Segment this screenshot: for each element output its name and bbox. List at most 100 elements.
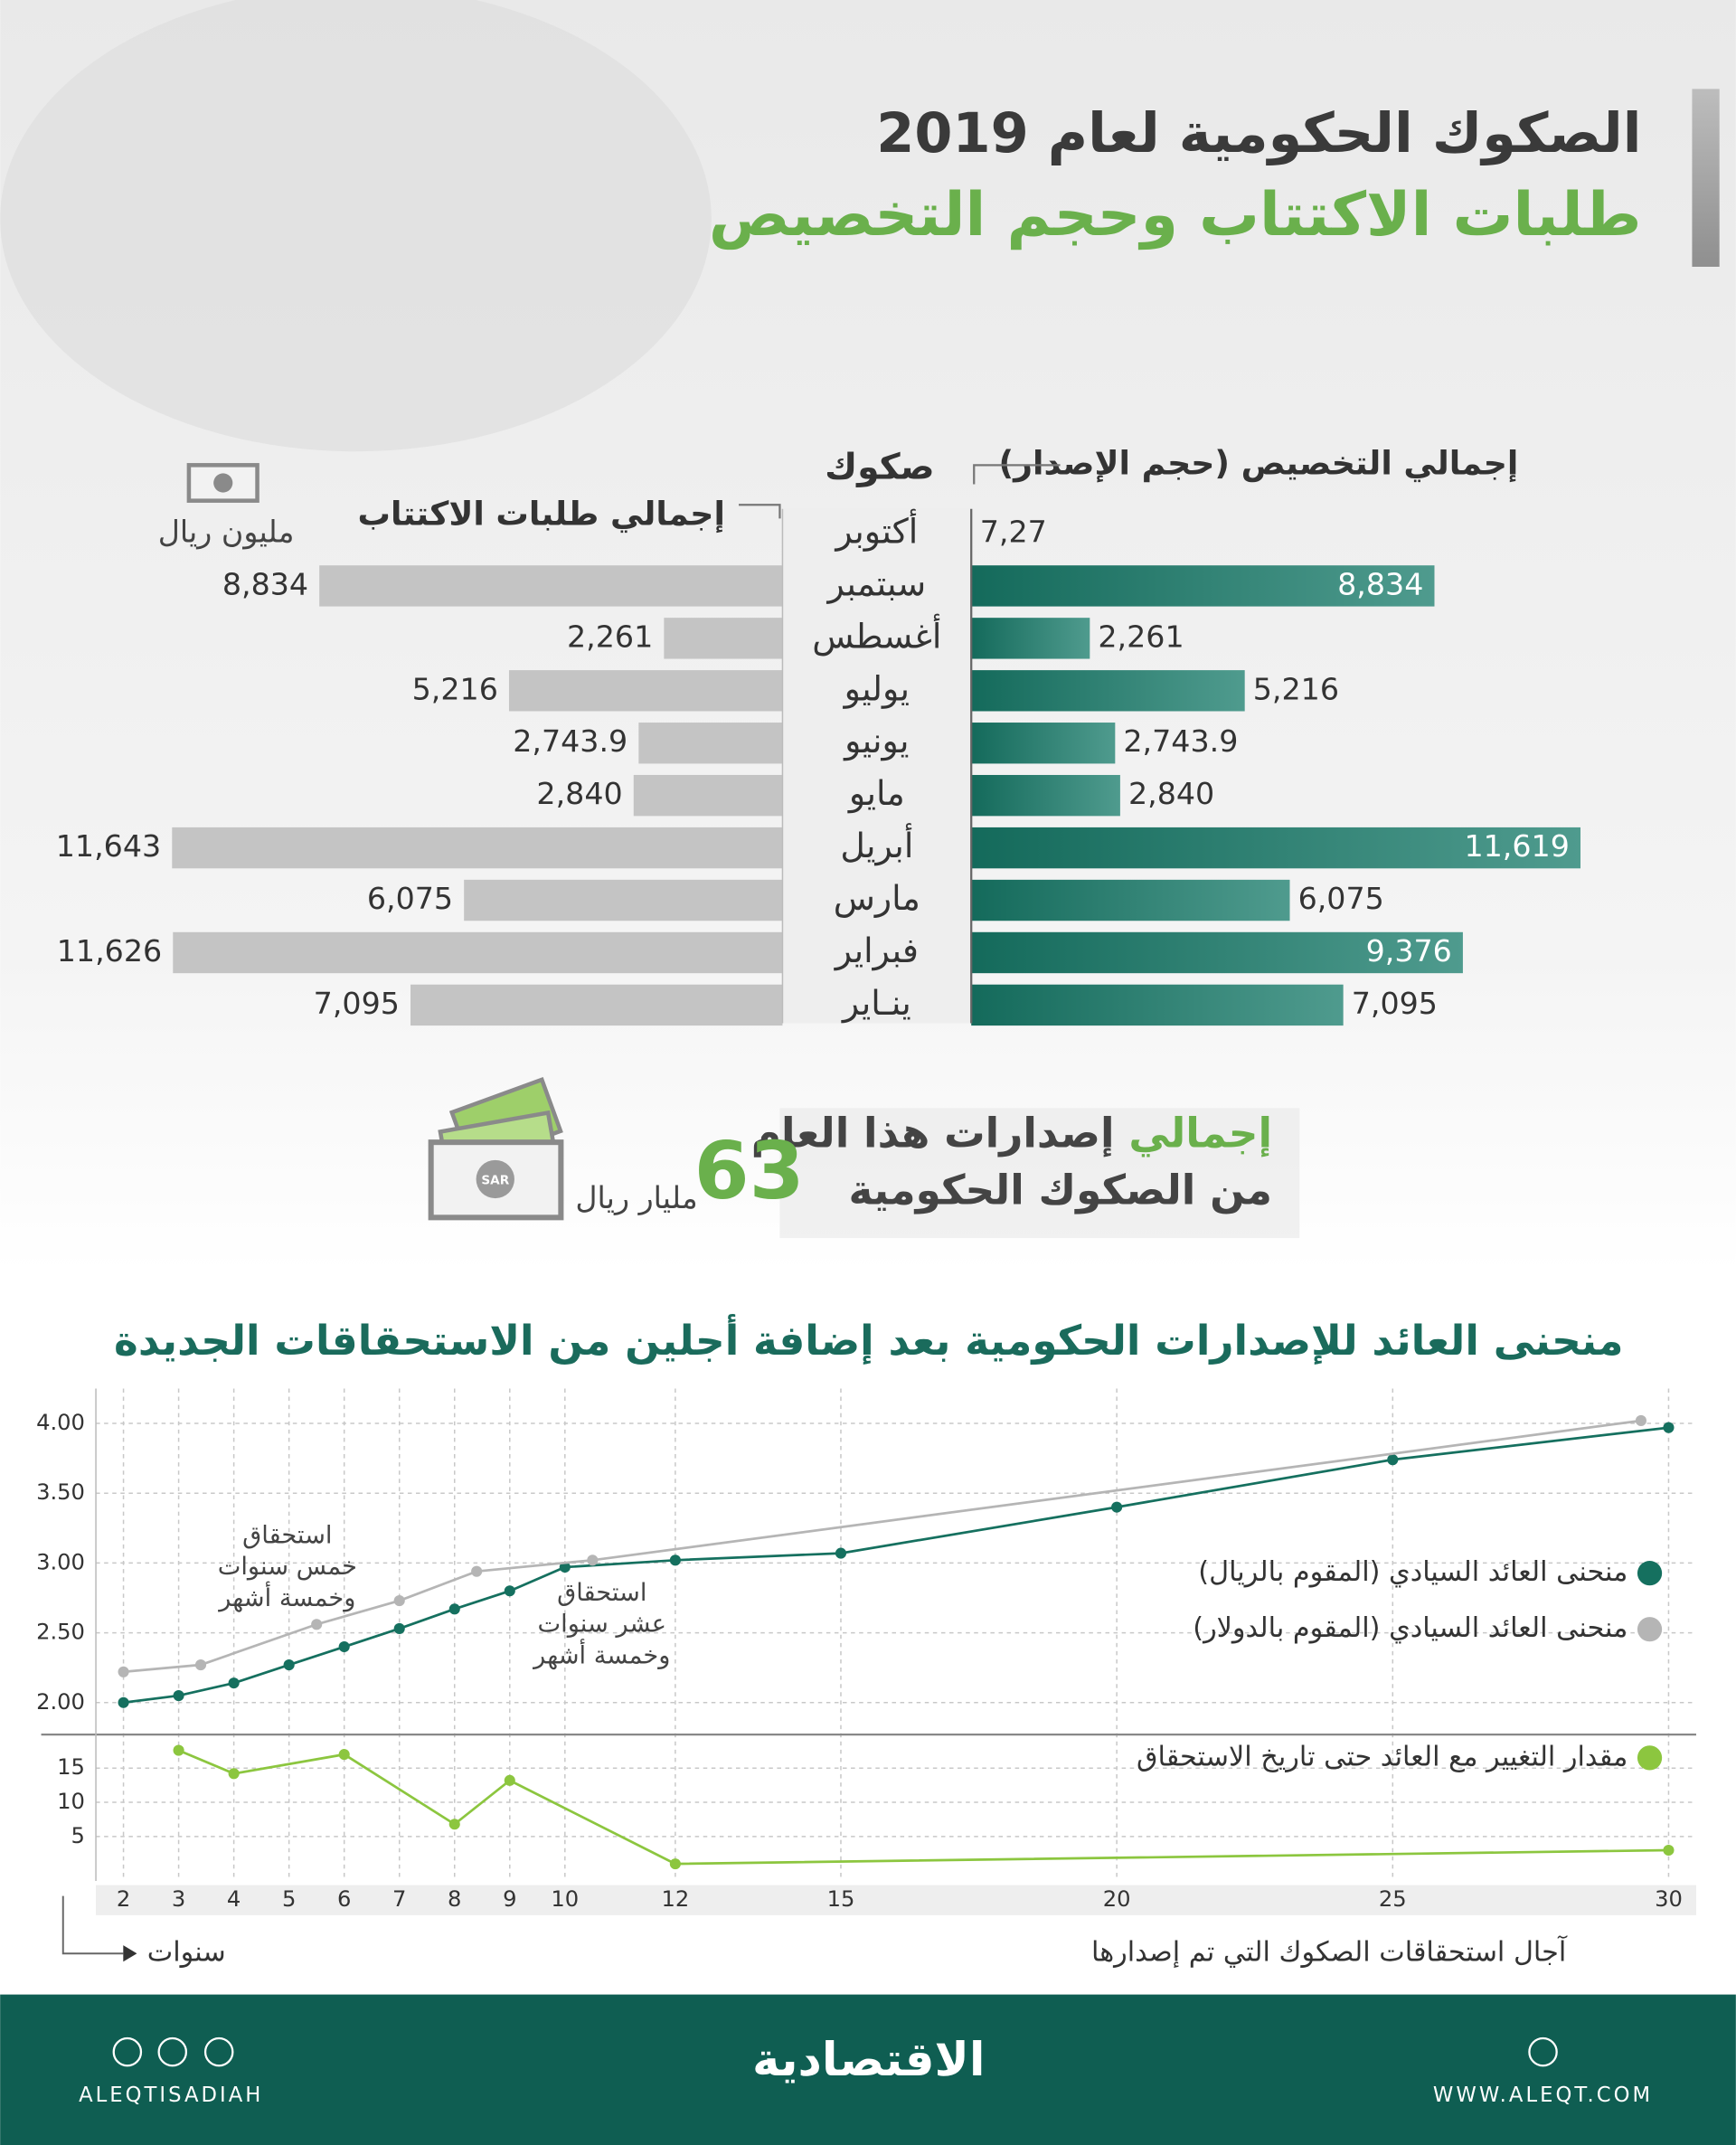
data-point [471,1565,483,1577]
x-tick-label: 5 [282,1886,296,1912]
category-label: فبراير [834,931,919,971]
legend-bracket [973,464,1061,485]
bar-right [971,565,1435,607]
annotation: استحقاق [557,1579,646,1607]
category-label: أغسطس [812,613,941,656]
legend-label: منحنى العائد السيادي (المقوم بالريال) [1198,1556,1628,1588]
summary-text: إصدارات هذا العام [751,1109,1115,1158]
data-point [587,1554,599,1566]
legend-swatch [1637,1561,1663,1586]
bar-left [410,984,783,1026]
bar-right [971,827,1580,869]
x-axis-band [96,1885,1696,1915]
bar-right [971,984,1344,1026]
legend-swatch [1637,1745,1663,1771]
value-label: 2,840 [1128,776,1214,811]
data-point [1111,1501,1123,1513]
legend-left: إجمالي طلبات الاكتتاب [357,494,724,533]
x-tick-label: 7 [392,1886,406,1912]
x-tick-label: 12 [661,1886,689,1912]
y-tick-label: 2.50 [36,1620,85,1645]
subtitle: طلبات الاكتتاب وحجم التخصيص [709,179,1642,250]
data-point [118,1666,129,1677]
category-label: أكتوبر [834,508,918,552]
value-label: 11,619 [1464,828,1569,864]
value-label: 8,834 [222,566,308,601]
value-label: 5,216 [412,671,498,706]
x-tick-label: 6 [337,1886,351,1912]
value-label: 11,626 [57,933,162,969]
value-label: 7,095 [314,986,400,1021]
data-point [338,1749,350,1761]
value-label: 6,075 [1298,881,1384,916]
bar-right [971,670,1245,712]
legend-label: مقدار التغيير مع العائد حتى تاريخ الاستح… [1137,1741,1628,1772]
x-tick-label: 15 [827,1886,855,1912]
data-point [228,1677,240,1689]
value-label: 2,261 [1098,619,1184,654]
annotation: استحقاق [242,1521,332,1549]
bar-right [971,618,1090,659]
summary-line1: إجمالي إصدارات هذا العام [751,1109,1272,1158]
data-point [118,1696,129,1708]
bar-left [319,565,783,607]
x-axis-label: آجال استحقاقات الصكوك التي تم إصدارها [1091,1935,1568,1969]
bar-left [664,618,783,659]
data-point [504,1585,515,1597]
category-label: أبريل [840,823,913,866]
data-point [173,1689,184,1702]
bar-left [172,827,783,869]
data-point [283,1659,295,1671]
bar-right [971,931,1463,974]
summary-panel [779,1108,1300,1239]
category-label: يونيو [843,721,910,761]
x-tick-label: 20 [1103,1886,1131,1912]
annotation: عشر سنوات [538,1611,666,1639]
data-point [311,1619,323,1630]
x-tick-label: 9 [503,1886,516,1912]
banknote-icon [428,1077,564,1221]
annotation: خمس سنوات [218,1553,357,1581]
data-point [1663,1422,1675,1433]
y-tick-label: 3.00 [36,1549,85,1574]
category-label: مارس [834,878,920,918]
footer-band [0,1994,1736,2145]
data-point [835,1547,847,1559]
data-point [194,1659,207,1671]
x-tick-label: 4 [227,1886,241,1912]
legend-label: منحنى العائد السيادي (المقوم بالدولار) [1193,1612,1628,1644]
y2-tick-label: 15 [57,1754,85,1780]
y-tick-label: 3.50 [36,1479,85,1505]
title: الصكوك الحكومية لعام 2019 [876,102,1641,165]
data-point [669,1554,681,1566]
x-tick-label: 3 [172,1886,185,1912]
category-label: سبتمبر [826,563,927,604]
data-point [228,1768,240,1780]
photo-placeholder [0,0,712,452]
bar-right [971,774,1120,817]
x-tick-label: 30 [1655,1886,1683,1912]
category-label: يوليو [843,668,910,709]
x-unit: سنوات [147,1937,226,1969]
value-label: 2,840 [536,776,622,811]
bar-right [971,723,1116,764]
data-point [173,1744,184,1756]
x-tick-label: 8 [448,1886,461,1912]
y2-tick-label: 10 [57,1789,85,1814]
category-header: صكوك [825,446,935,487]
y-tick-label: 4.00 [36,1410,85,1435]
money-icon-small [186,463,259,503]
x-tick-label: 10 [551,1886,579,1912]
category-label: ينـاير [841,983,911,1024]
data-point [448,1819,460,1830]
y2-tick-label: 5 [71,1823,85,1848]
x-arrow [123,1945,137,1962]
icon-label: SAR [481,1174,509,1188]
data-point [669,1858,681,1870]
data-point [1387,1454,1399,1466]
category-column [782,508,972,1024]
value-label: 7,27 [980,514,1047,549]
legend-right: إجمالي التخصيص (حجم الإصدار) [999,443,1519,482]
